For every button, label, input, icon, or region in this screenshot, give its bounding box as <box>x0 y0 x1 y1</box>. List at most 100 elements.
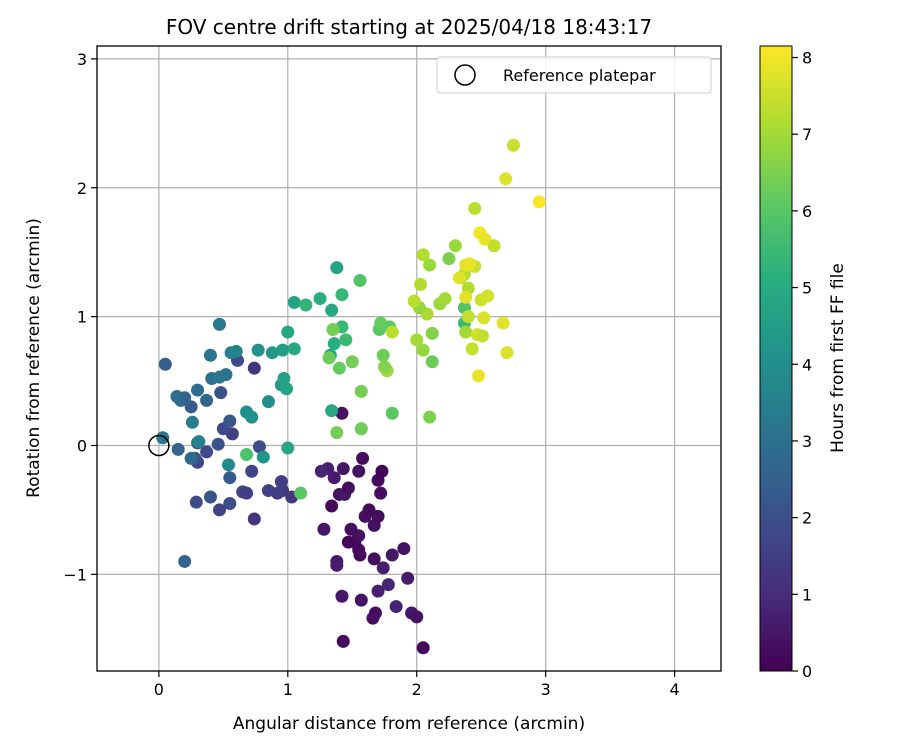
data-point <box>276 343 290 357</box>
data-point <box>247 361 261 375</box>
data-point <box>203 348 217 362</box>
data-point <box>414 277 428 291</box>
data-point <box>385 325 399 339</box>
data-point <box>487 239 501 253</box>
colorbar-tick-label: 6 <box>802 202 812 221</box>
data-point <box>325 404 339 418</box>
data-point <box>374 486 388 500</box>
chart-title: FOV centre drift starting at 2025/04/18 … <box>166 15 652 39</box>
data-point <box>222 458 236 472</box>
data-point <box>294 486 308 500</box>
data-point <box>442 252 456 266</box>
data-point <box>385 406 399 420</box>
data-point <box>265 346 279 360</box>
data-point <box>371 584 385 598</box>
legend-box <box>436 56 712 94</box>
x-tick-label: 3 <box>541 680 551 699</box>
data-point <box>330 426 344 440</box>
x-tick-label: 0 <box>154 680 164 699</box>
data-point <box>327 337 341 351</box>
data-point <box>362 503 376 517</box>
reference-marker <box>148 434 170 457</box>
colorbar: 0 1 2 3 4 5 6 7 8 Hours from first FF file <box>759 45 848 681</box>
legend-entry-reference: Reference platepar <box>503 66 656 85</box>
data-point <box>189 495 203 509</box>
data-point <box>330 261 344 275</box>
data-point <box>352 543 366 557</box>
x-axis-label: Angular distance from reference (arcmin) <box>233 714 585 734</box>
data-point <box>500 346 514 360</box>
data-point <box>356 451 370 465</box>
data-point <box>376 561 390 575</box>
data-point <box>325 303 339 317</box>
data-point <box>416 641 430 655</box>
data-point <box>200 445 214 459</box>
colorbar-tick-label: 2 <box>802 509 812 528</box>
colorbar-tick-label: 5 <box>802 279 812 298</box>
data-point <box>416 248 430 262</box>
data-point <box>496 316 510 330</box>
data-point <box>378 360 392 374</box>
colorbar-tick-label: 0 <box>802 662 812 681</box>
data-point <box>341 481 355 495</box>
data-points <box>156 138 546 655</box>
data-point <box>407 294 421 308</box>
data-point <box>532 195 546 209</box>
data-point <box>463 257 477 271</box>
data-point <box>353 274 367 288</box>
data-point <box>240 448 254 462</box>
data-point <box>335 589 349 603</box>
data-point <box>314 464 328 478</box>
data-point <box>368 606 382 620</box>
data-point <box>423 258 437 272</box>
data-point <box>499 172 513 186</box>
data-point <box>336 462 350 476</box>
data-point <box>354 384 368 398</box>
data-point <box>468 201 482 215</box>
y-tick-label: 3 <box>77 50 87 69</box>
y-tick-label: 1 <box>77 308 87 327</box>
data-point <box>261 395 275 409</box>
data-point <box>158 357 172 371</box>
y-tick-label: 2 <box>77 179 87 198</box>
data-point <box>245 410 259 424</box>
colorbar-tick-label: 1 <box>802 585 812 604</box>
data-point <box>352 529 366 543</box>
data-point <box>185 415 199 429</box>
data-point <box>461 310 475 324</box>
data-point <box>191 383 205 397</box>
x-tick-label: 2 <box>412 680 422 699</box>
data-point <box>299 298 313 312</box>
data-point <box>240 486 254 500</box>
data-point <box>478 232 492 246</box>
x-tick-label: 4 <box>669 680 679 699</box>
data-point <box>341 535 355 549</box>
plot-frame <box>96 45 722 672</box>
colorbar-tick-label: 7 <box>802 125 812 144</box>
data-point <box>247 512 261 526</box>
data-point <box>223 496 237 510</box>
data-point <box>335 406 349 420</box>
data-point <box>203 490 217 504</box>
data-point <box>330 554 344 568</box>
data-point <box>385 548 399 562</box>
data-point <box>371 509 385 523</box>
data-point <box>170 390 184 404</box>
data-point <box>327 471 341 485</box>
data-point <box>200 393 214 407</box>
data-point <box>425 326 439 340</box>
data-point <box>367 552 381 566</box>
data-point <box>287 295 301 309</box>
data-point <box>425 355 439 369</box>
data-point <box>171 442 185 456</box>
data-point <box>211 437 225 451</box>
data-point <box>410 333 424 347</box>
data-point <box>410 610 424 624</box>
data-point <box>459 290 473 304</box>
data-point <box>354 422 368 436</box>
data-point <box>184 400 198 414</box>
data-point <box>448 239 462 253</box>
data-point <box>465 342 479 356</box>
data-point <box>223 414 237 428</box>
colorbar-tick-label: 4 <box>802 355 812 374</box>
